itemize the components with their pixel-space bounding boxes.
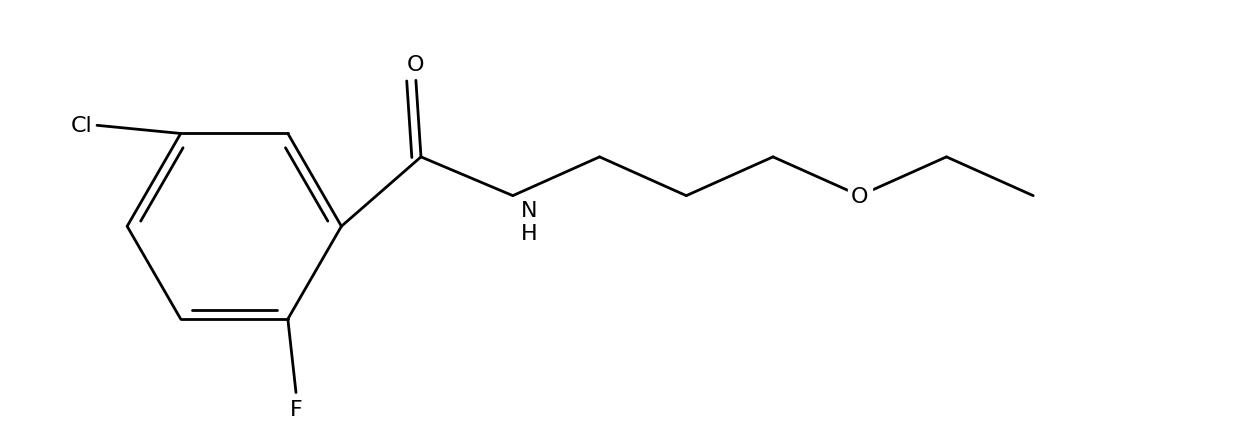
Text: F: F (290, 399, 302, 419)
Text: Cl: Cl (71, 116, 93, 136)
Text: N: N (521, 200, 537, 220)
Text: O: O (407, 55, 424, 75)
Text: O: O (851, 186, 868, 206)
Text: H: H (521, 200, 537, 243)
